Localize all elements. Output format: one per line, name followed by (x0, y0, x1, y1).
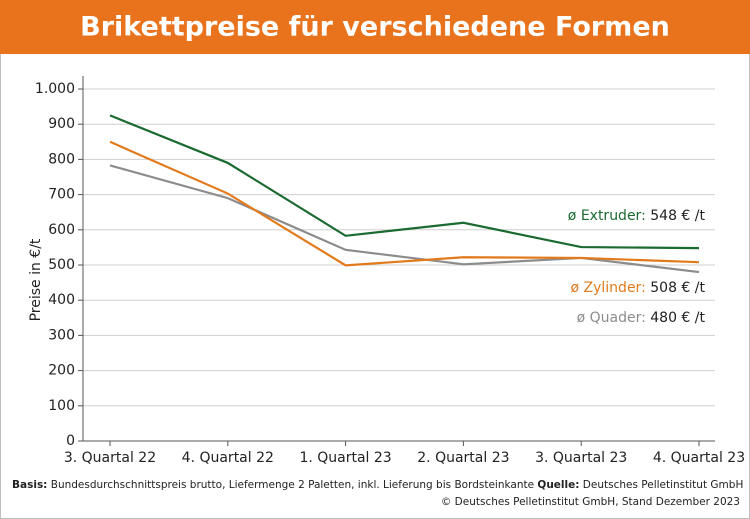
x-tick-label: 4. Quartal 22 (182, 450, 274, 466)
legend-name: ø Quader: (577, 310, 646, 326)
y-tick-label: 1.000 (35, 81, 75, 97)
y-tick-label: 200 (48, 363, 75, 379)
basis-label: Basis: (12, 479, 47, 491)
series-line (109, 164, 700, 274)
end-label: ø Zylinder: 508 € /t (571, 280, 706, 296)
basis-text: Bundesdurchschnittspreis brutto, Lieferm… (51, 479, 534, 491)
value-label: 508 € /t (650, 280, 705, 296)
y-tick-label: 0 (66, 433, 75, 449)
value-label: 480 € /t (650, 310, 705, 326)
y-tick-label: 300 (48, 327, 75, 343)
y-axis-label: Preise in €/t (28, 238, 44, 321)
source-label: Quelle: (537, 479, 579, 491)
title-bar (0, 0, 750, 54)
end-label: ø Extruder: 548 € /t (568, 208, 706, 224)
source-text: Deutsches Pelletinstitut GmbH (583, 479, 744, 491)
x-tick-label: 2. Quartal 23 (417, 450, 509, 466)
end-label: ø Quader: 480 € /t (577, 310, 706, 326)
x-tick-label: 3. Quartal 22 (64, 450, 156, 466)
legend-name: ø Extruder: (568, 208, 646, 224)
series-line (109, 140, 700, 267)
x-tick-label: 1. Quartal 23 (299, 450, 391, 466)
copyright: © Deutsches Pelletinstitut GmbH, Stand D… (441, 496, 740, 508)
series-line (109, 114, 700, 250)
y-tick-label: 400 (48, 292, 75, 308)
chart-title: Brikettpreise für verschiedene Formen (80, 12, 670, 43)
x-tick-label: 3. Quartal 23 (535, 450, 627, 466)
y-tick-label: 800 (48, 151, 75, 167)
y-tick-label: 900 (48, 116, 75, 132)
plot: 0 100 200 300 400 500 600 700 800 900 1.000 3. Quar… (35, 76, 745, 466)
legend-name: ø Zylinder: (571, 280, 646, 296)
y-tick-label: 700 (48, 187, 75, 203)
value-label: 548 € /t (650, 208, 705, 224)
y-tick-label: 100 (48, 398, 75, 414)
x-tick-label: 4. Quartal 23 (653, 450, 745, 466)
y-tick-label: 600 (48, 222, 75, 238)
footer-line: Basis: Bundesdurchschnittspreis brutto, … (12, 479, 743, 491)
y-tick-label: 500 (48, 257, 75, 273)
